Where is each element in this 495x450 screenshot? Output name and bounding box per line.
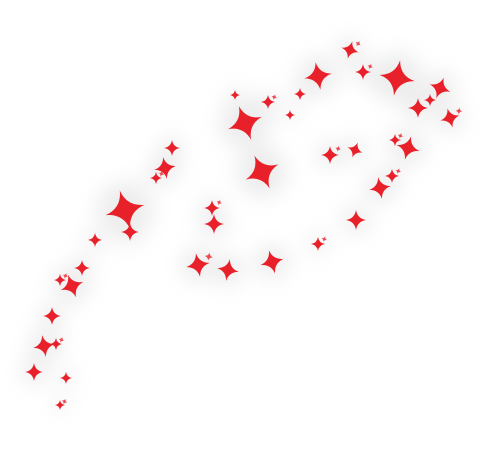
sparkle-star [379, 60, 415, 96]
sparkle-star [74, 260, 90, 276]
sparkle-star [260, 250, 284, 274]
sparkle-star [43, 307, 61, 325]
sparkle-star [385, 169, 399, 183]
small-sparkle-star [216, 199, 223, 206]
sparkle-star [440, 108, 460, 128]
sparkle-star [54, 274, 66, 286]
sparkle-star [88, 233, 102, 247]
small-sparkle-star [321, 236, 328, 242]
sparkle-star [294, 88, 306, 100]
sparkle-star [285, 110, 295, 120]
small-sparkle-star [455, 107, 463, 115]
small-sparkle-star [335, 145, 342, 152]
small-sparkle-star [355, 41, 361, 47]
small-sparkle-star [204, 252, 213, 261]
sparkle-star [346, 210, 366, 230]
sparkle-star [341, 41, 359, 59]
sparkle-star [217, 259, 239, 281]
sparkle-star [408, 98, 428, 118]
sparkle-star [150, 172, 162, 184]
sparkle-star [261, 95, 275, 109]
sparkle-star [424, 94, 436, 106]
sparkle-star [311, 237, 325, 251]
sparkle-star [105, 190, 145, 230]
sparkle-star [389, 134, 401, 146]
sparkle-star [347, 142, 363, 158]
sparkle-star [355, 64, 371, 80]
sparkle-star [204, 214, 224, 234]
small-sparkle-star [367, 63, 374, 70]
sparkle-star [228, 106, 262, 140]
small-sparkle-star [58, 336, 65, 343]
sparkle-star [429, 77, 451, 99]
sparkle-star [369, 177, 391, 199]
sparkle-star [55, 400, 65, 410]
sparkle-star [33, 335, 55, 357]
star-layer [25, 41, 463, 410]
sparkle-star [50, 338, 62, 350]
sparkle-star [396, 136, 420, 160]
sparkle-star [186, 253, 210, 277]
sparkle-star [321, 146, 339, 164]
small-sparkle-star [271, 94, 278, 100]
sparkle-star [204, 200, 220, 216]
sparkle-star [25, 363, 43, 381]
soft-glow [21, 37, 464, 412]
sparkle-star [154, 157, 176, 179]
sparkle-star [60, 274, 84, 298]
sparkle-star [121, 223, 139, 241]
small-sparkle-star [158, 170, 165, 177]
small-sparkle-star [61, 398, 68, 405]
sparkle-star [230, 90, 240, 100]
small-sparkle-star [62, 272, 69, 279]
small-sparkle-star [397, 132, 404, 139]
sparkle-star [164, 140, 180, 156]
small-sparkle-star [395, 168, 402, 174]
sparkle-star [245, 155, 279, 189]
sparkle-star [304, 62, 332, 90]
sparkle-star [60, 372, 72, 384]
